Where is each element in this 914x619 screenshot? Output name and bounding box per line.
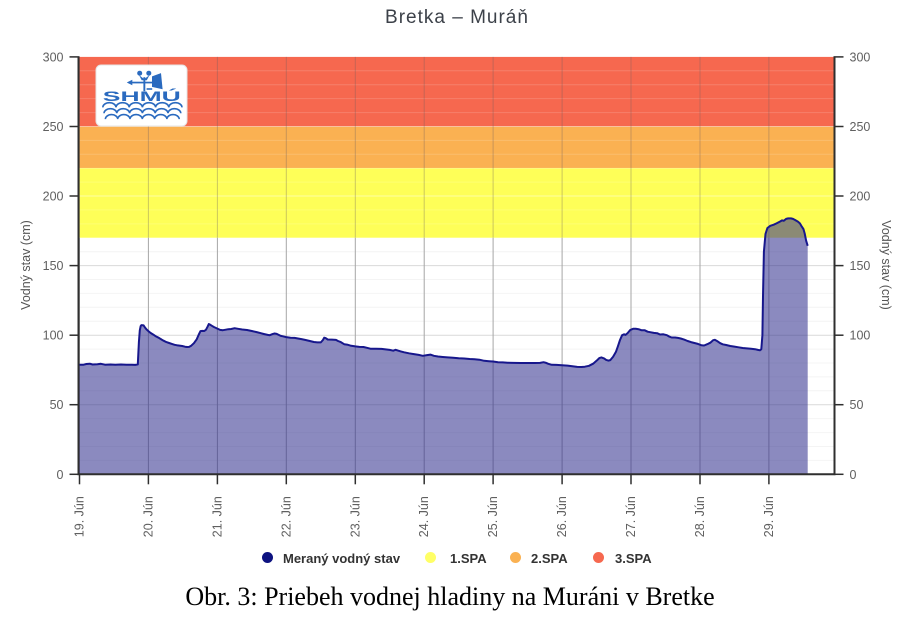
svg-text:21. Jún: 21. Jún	[210, 496, 224, 537]
svg-text:SHMÚ: SHMÚ	[103, 87, 181, 104]
svg-text:19. Jún: 19. Jún	[73, 496, 87, 537]
svg-text:200: 200	[850, 190, 871, 204]
svg-text:250: 250	[850, 120, 871, 134]
svg-text:25. Jún: 25. Jún	[486, 496, 500, 537]
svg-text:300: 300	[43, 50, 64, 64]
svg-text:Vodný stav (cm): Vodný stav (cm)	[879, 220, 893, 310]
svg-text:50: 50	[50, 398, 64, 412]
svg-text:100: 100	[43, 329, 64, 343]
svg-text:27. Jún: 27. Jún	[624, 496, 638, 537]
svg-text:150: 150	[43, 259, 64, 273]
svg-text:23. Jún: 23. Jún	[348, 496, 362, 537]
svg-text:50: 50	[850, 398, 864, 412]
svg-text:0: 0	[850, 468, 857, 482]
svg-text:20. Jún: 20. Jún	[141, 496, 155, 537]
svg-text:300: 300	[850, 50, 871, 64]
svg-text:Vodný stav (cm): Vodný stav (cm)	[19, 220, 33, 310]
svg-text:100: 100	[850, 329, 871, 343]
svg-text:28. Jún: 28. Jún	[693, 496, 707, 537]
svg-text:22. Jún: 22. Jún	[279, 496, 293, 537]
svg-text:24. Jún: 24. Jún	[417, 496, 431, 537]
svg-text:250: 250	[43, 120, 64, 134]
svg-text:0: 0	[57, 468, 64, 482]
svg-text:200: 200	[43, 190, 64, 204]
svg-text:29. Jún: 29. Jún	[762, 496, 776, 537]
svg-text:26. Jún: 26. Jún	[555, 496, 569, 537]
svg-text:150: 150	[850, 259, 871, 273]
